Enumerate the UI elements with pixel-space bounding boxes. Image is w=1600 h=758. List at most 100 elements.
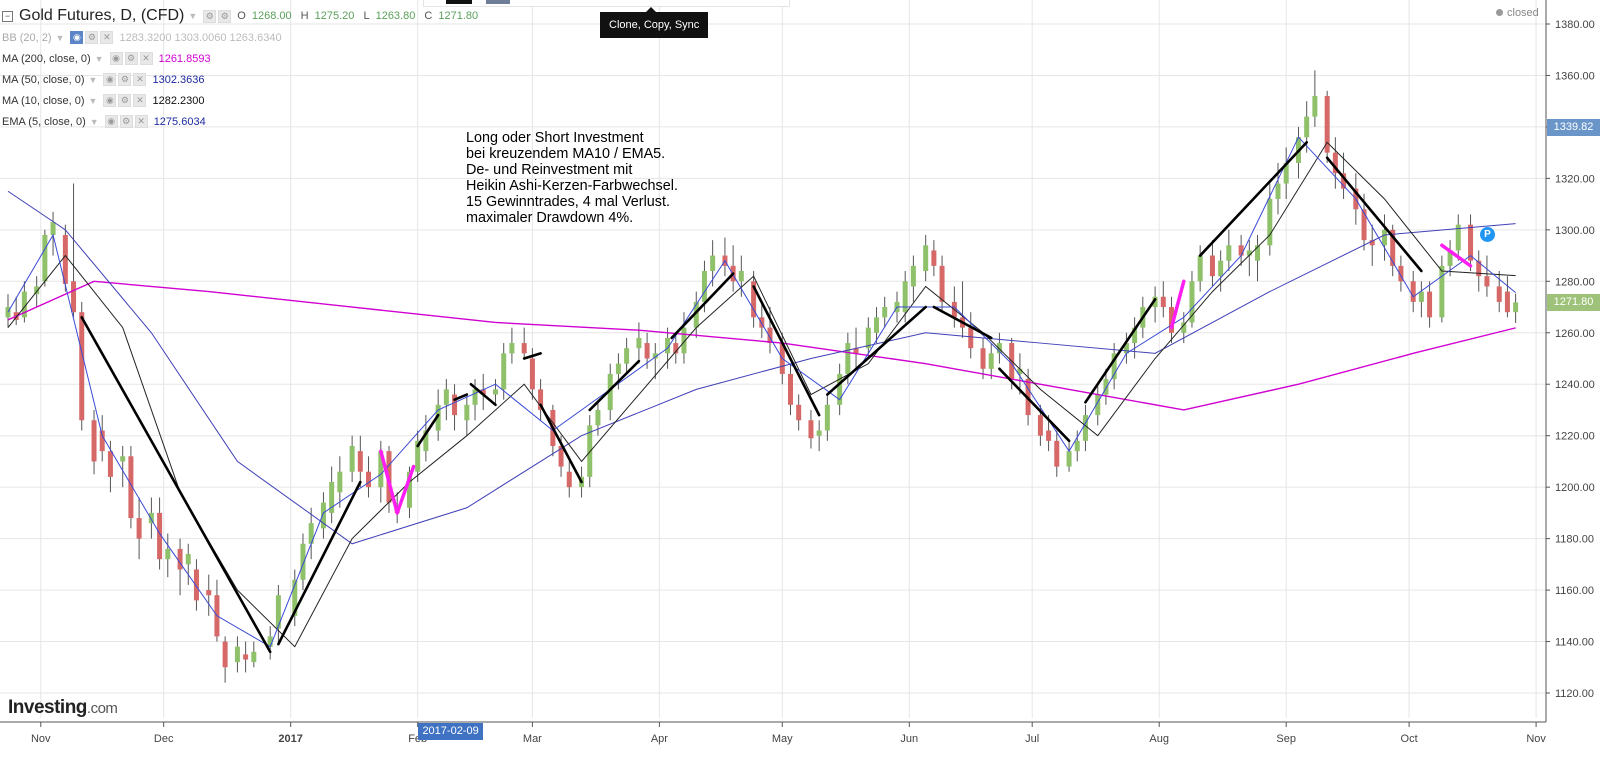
close-icon[interactable]: ✕	[139, 52, 153, 65]
candle-body	[615, 363, 621, 374]
candle-body	[509, 343, 515, 354]
candle	[1103, 368, 1109, 405]
candle-body	[787, 373, 793, 405]
eye-icon[interactable]: ◉	[103, 73, 117, 86]
x-tick-label: Aug	[1149, 733, 1169, 745]
candle	[968, 312, 974, 359]
drawing-toolbar[interactable]	[423, 0, 790, 7]
candle-body	[701, 271, 707, 302]
candle	[1382, 214, 1388, 261]
candle-body	[99, 430, 105, 452]
settings-icon[interactable]: ⚙	[218, 9, 232, 23]
candle-body	[1017, 368, 1023, 374]
indicator-row[interactable]: EMA (5, close, 0) ▼ ◉ ⚙ ✕ 1275.6034	[2, 111, 484, 132]
candle-body	[148, 512, 154, 524]
collapse-icon[interactable]: −	[2, 10, 13, 22]
candle	[566, 461, 572, 498]
candle	[730, 245, 736, 292]
candle-body	[681, 327, 687, 354]
candle	[214, 579, 220, 642]
candle	[673, 332, 679, 364]
eye-icon[interactable]: ◉	[103, 94, 117, 107]
chevron-down-icon[interactable]: ▼	[188, 11, 198, 21]
candle-body	[874, 317, 880, 333]
candle	[1455, 214, 1461, 261]
legend-title-row: − Gold Futures, D, (CFD) ▼ ⚙ ⚙ O 1268.00 …	[2, 5, 484, 27]
indicator-value: 1261.8593	[158, 52, 211, 65]
candle	[193, 559, 199, 611]
candle	[738, 255, 744, 297]
chevron-down-icon[interactable]: ▼	[55, 32, 65, 43]
settings-icon[interactable]: ⚙	[119, 115, 133, 128]
candle	[1111, 343, 1117, 390]
investing-logo[interactable]: Investing.com	[8, 697, 118, 719]
candle-body	[300, 543, 306, 580]
chevron-down-icon[interactable]: ▼	[88, 74, 98, 85]
candle-body	[968, 327, 974, 349]
candle-body	[177, 548, 183, 570]
candle-body	[329, 482, 335, 513]
close-icon[interactable]: ✕	[100, 31, 114, 44]
candle-body	[1468, 224, 1474, 261]
candle	[865, 317, 871, 359]
indicator-row[interactable]: BB (20, 2) ▼ ◉ ⚙ ✕ 1283.3200 1303.0060 1263.6…	[2, 27, 484, 48]
candle	[148, 497, 154, 539]
y-tick-label: 1180.00	[1555, 534, 1594, 546]
candle-body	[1160, 296, 1166, 308]
chevron-down-icon[interactable]: ▼	[94, 53, 104, 64]
settings-icon[interactable]: ⚙	[85, 31, 99, 44]
candle-body	[824, 404, 830, 431]
chevron-down-icon[interactable]: ▼	[88, 95, 98, 106]
candle	[652, 343, 658, 380]
eye-icon[interactable]: ◉	[104, 115, 118, 128]
close-icon[interactable]: ✕	[133, 73, 147, 86]
candle-body	[624, 348, 630, 364]
candle-body	[1267, 198, 1273, 246]
candle	[71, 183, 77, 318]
color-swatch-black[interactable]	[446, 0, 472, 4]
chevron-down-icon[interactable]: ▼	[89, 116, 99, 127]
candle-body	[853, 348, 859, 354]
close-icon[interactable]: ✕	[134, 115, 148, 128]
candle	[521, 327, 527, 359]
close-icon[interactable]: ✕	[133, 94, 147, 107]
candle	[1390, 224, 1396, 277]
candle-body	[566, 471, 572, 488]
candle	[243, 641, 249, 673]
candle-body	[472, 389, 478, 405]
indicator-row[interactable]: MA (10, close, 0) ▼ ◉ ⚙ ✕ 1282.2300	[2, 90, 484, 111]
settings-icon[interactable]: ⚙	[203, 9, 217, 23]
candle-body	[1132, 327, 1138, 344]
candle-body	[1312, 96, 1318, 117]
candle-body	[21, 291, 27, 318]
low-value: 1263.80	[375, 10, 416, 22]
candle-body	[1082, 415, 1088, 441]
settings-icon[interactable]: ⚙	[118, 94, 132, 107]
settings-icon[interactable]: ⚙	[118, 73, 132, 86]
candle	[99, 415, 105, 462]
p-event-marker[interactable]: P	[1479, 226, 1495, 242]
eye-icon[interactable]: ◉	[70, 31, 84, 44]
candle-body	[980, 348, 986, 369]
candle	[931, 240, 937, 277]
candle-body	[1046, 430, 1052, 441]
settings-icon[interactable]: ⚙	[124, 52, 138, 65]
low-key: L	[363, 10, 370, 22]
candle-body	[1238, 245, 1244, 256]
indicator-row[interactable]: MA (50, close, 0) ▼ ◉ ⚙ ✕ 1302.3636	[2, 69, 484, 90]
candle	[443, 379, 449, 421]
candle-body	[644, 343, 650, 359]
candle	[493, 379, 499, 405]
indicator-row[interactable]: MA (200, close, 0) ▼ ◉ ⚙ ✕ 1261.8593	[2, 48, 484, 69]
color-swatch-gray[interactable]	[486, 0, 510, 4]
candle-body	[529, 358, 535, 390]
x-tick-label: Jul	[1025, 733, 1039, 745]
candle-body	[1103, 379, 1109, 395]
candle-body	[939, 265, 945, 302]
candle	[267, 626, 273, 660]
eye-icon[interactable]: ◉	[109, 52, 123, 65]
price-marker: 1271.80	[1547, 294, 1600, 312]
status-text: closed	[1507, 7, 1539, 19]
